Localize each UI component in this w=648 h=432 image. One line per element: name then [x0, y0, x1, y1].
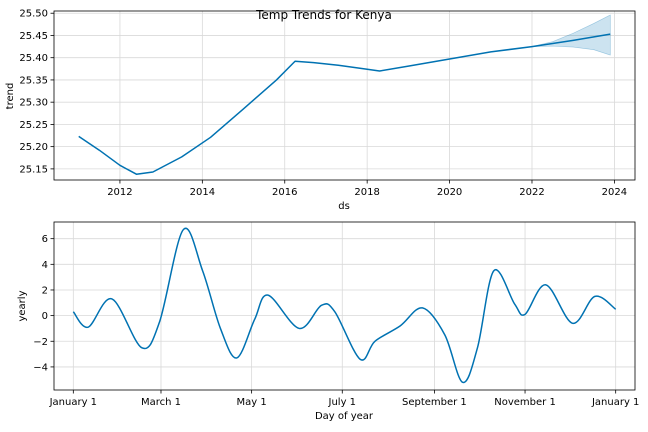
y-tick-label: 2	[42, 285, 48, 296]
series-line-0	[78, 33, 611, 175]
trend-y-ticks: 25.15 25.20 25.25 25.30 25.35 25.40 25.45 25.50	[19, 9, 54, 175]
yearly-y-axis-label: yearly	[17, 290, 28, 321]
y-tick-label: 25.35	[19, 75, 48, 86]
y-tick-label: 25.30	[19, 98, 48, 109]
x-tick-label: 2022	[519, 187, 544, 198]
y-tick-label: 4	[42, 260, 48, 271]
trend-line-layer	[78, 33, 611, 175]
x-tick-label: July 1	[328, 397, 357, 408]
yearly-plot-frame	[53, 221, 636, 391]
y-tick-label: 0	[42, 311, 48, 322]
yearly-line-layer	[72, 227, 617, 384]
y-tick-label: 25.20	[19, 142, 48, 153]
trend-plot-frame	[53, 10, 636, 181]
yearly-x-ticks: January 1 March 1 May 1 July 1 September 1 No…	[49, 390, 639, 408]
trend-uncertainty-band	[531, 14, 611, 56]
y-tick-label: 25.15	[19, 164, 48, 175]
trend-y-axis-label: trend	[5, 83, 16, 110]
y-tick-label: 6	[42, 234, 48, 245]
yearly-y-ticks: −4 −2 0 2 4 6	[33, 234, 54, 373]
yearly-grid	[54, 222, 635, 390]
x-tick-label: May 1	[237, 397, 267, 408]
x-tick-label: November 1	[494, 397, 556, 408]
y-tick-label: 25.45	[19, 31, 48, 42]
x-tick-label: 2014	[190, 187, 215, 198]
x-tick-label: September 1	[402, 397, 467, 408]
series-line-0	[72, 227, 617, 384]
yearly-panel: January 1 March 1 May 1 July 1 September 1 No…	[17, 221, 639, 422]
x-tick-label: January 1	[591, 397, 639, 408]
y-tick-label: 25.40	[19, 53, 48, 64]
x-tick-label: January 1	[49, 397, 97, 408]
y-tick-label: −4	[33, 362, 48, 373]
uncertainty-band	[531, 14, 611, 56]
x-tick-label: 2020	[437, 187, 462, 198]
trend-panel: 2012 2014 2016 2018 2020 2022 2024 25.1525.202…	[5, 8, 636, 212]
x-tick-label: 2018	[354, 187, 379, 198]
trend-grid	[54, 11, 635, 180]
y-tick-label: 25.25	[19, 120, 48, 131]
trend-x-ticks: 2012 2014 2016 2018 2020 2022 2024	[107, 180, 627, 198]
x-tick-label: March 1	[141, 397, 181, 408]
trend-x-axis-label: ds	[338, 201, 350, 212]
x-tick-label: 2024	[602, 187, 627, 198]
yearly-x-axis-label: Day of year	[315, 411, 374, 422]
y-tick-label: −2	[33, 337, 48, 348]
chart-title: Temp Trends for Kenya	[255, 8, 392, 22]
y-tick-label: 25.50	[19, 9, 48, 20]
x-tick-label: 2016	[272, 187, 297, 198]
x-tick-label: 2012	[107, 187, 132, 198]
